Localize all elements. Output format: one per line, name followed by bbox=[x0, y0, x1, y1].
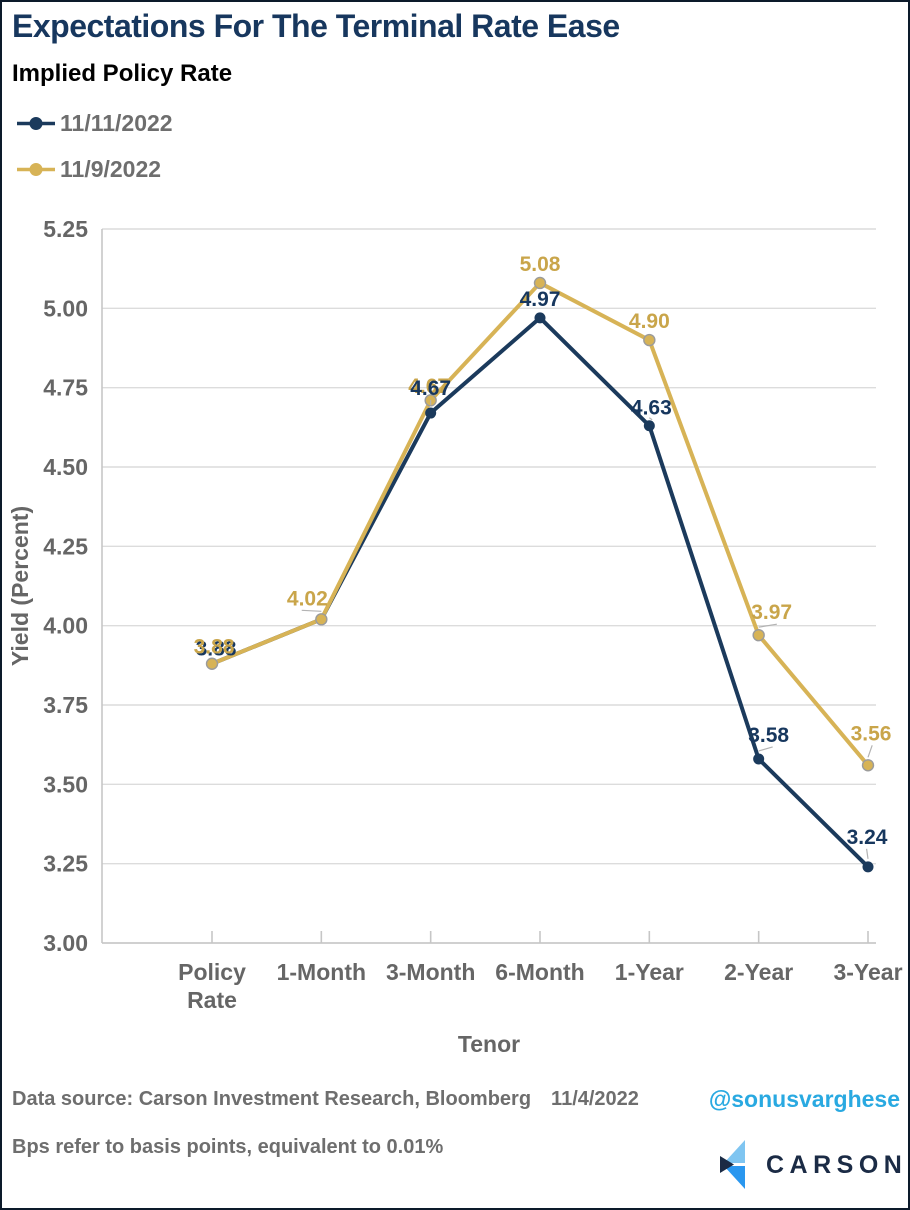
y-gridlines bbox=[102, 228, 876, 944]
data-label: 4.67 bbox=[410, 377, 451, 400]
series-line bbox=[210, 280, 870, 768]
x-tick-label: Rate bbox=[187, 987, 237, 1013]
x-tick-label: 3-Year bbox=[833, 959, 902, 985]
y-tick-label: 3.50 bbox=[43, 771, 88, 797]
data-label-shadow: 4.67 bbox=[408, 375, 449, 398]
series-labels-11/9/2022: 3.883.884.025.084.903.973.56 bbox=[194, 253, 892, 758]
x-tick-label: 2-Year bbox=[724, 959, 793, 985]
y-tick-label: 3.25 bbox=[43, 851, 88, 877]
data-point bbox=[643, 333, 656, 347]
data-source-text: Data source: Carson Investment Research,… bbox=[12, 1088, 639, 1111]
twitter-handle: @sonusvarghese bbox=[708, 1086, 900, 1112]
data-point bbox=[534, 312, 546, 324]
data-source-label: Data source: Carson Investment Research,… bbox=[12, 1088, 532, 1110]
data-point bbox=[533, 276, 547, 290]
label-leader-line bbox=[867, 745, 873, 758]
y-tick-label: 4.50 bbox=[43, 454, 88, 480]
footnote-text: Bps refer to basis points, equivalent to… bbox=[12, 1136, 444, 1158]
data-label: 4.97 bbox=[520, 288, 561, 311]
x-tick-label: 1-Year bbox=[615, 959, 684, 985]
data-label: 4.63 bbox=[631, 397, 672, 420]
data-point bbox=[643, 420, 655, 432]
chart-subtitle: Implied Policy Rate bbox=[12, 60, 233, 87]
x-axis-title: Tenor bbox=[458, 1031, 520, 1057]
data-point bbox=[205, 657, 219, 670]
x-tick-label: 6-Month bbox=[495, 959, 584, 985]
x-tick-label: 1-Month bbox=[277, 959, 366, 985]
label-leader-line bbox=[866, 848, 869, 859]
data-label: 3.88 bbox=[194, 636, 235, 659]
legend-label: 11/11/2022 bbox=[60, 110, 173, 136]
y-axis-title: Yield (Percent) bbox=[7, 506, 33, 666]
data-label: 4.02 bbox=[287, 587, 328, 610]
label-leader-line bbox=[648, 417, 653, 421]
page-title: Expectations For The Terminal Rate Ease bbox=[12, 8, 620, 44]
data-label: 3.97 bbox=[751, 601, 792, 624]
data-label: 3.58 bbox=[748, 724, 789, 747]
data-point bbox=[752, 628, 765, 642]
series-labels-11/11/2022: 4.674.674.974.633.583.24 bbox=[408, 288, 888, 859]
data-point bbox=[862, 861, 874, 873]
label-leader-line bbox=[301, 609, 322, 612]
y-tick-label: 5.00 bbox=[43, 295, 88, 321]
data-label: 4.90 bbox=[629, 310, 670, 333]
carson-logo-icon bbox=[720, 1140, 745, 1189]
data-source-date: 11/4/2022 bbox=[551, 1088, 639, 1110]
legend-marker-icon bbox=[17, 117, 55, 130]
data-label: 5.08 bbox=[520, 253, 561, 276]
y-tick-label: 4.75 bbox=[43, 375, 88, 401]
y-tick-label: 3.00 bbox=[43, 930, 88, 956]
legend-label: 11/9/2022 bbox=[60, 156, 162, 182]
data-label: 3.24 bbox=[847, 826, 888, 849]
legend-marker-icon bbox=[17, 163, 55, 176]
y-tick-label: 4.25 bbox=[43, 533, 88, 559]
data-label: 3.56 bbox=[851, 722, 892, 745]
series-points-11/9/2022 bbox=[205, 276, 875, 772]
data-point bbox=[753, 753, 765, 765]
legend-item: 11/9/2022 bbox=[16, 156, 173, 183]
data-point bbox=[425, 407, 437, 419]
data-point bbox=[861, 759, 875, 772]
label-leader-line bbox=[758, 623, 777, 628]
data-label-shadow: 3.88 bbox=[196, 638, 237, 661]
label-leader-line bbox=[758, 746, 773, 752]
legend: 11/11/2022 11/9/2022 bbox=[16, 110, 173, 183]
data-point bbox=[315, 613, 328, 626]
x-tick-label: 3-Month bbox=[386, 959, 475, 985]
carson-logo: CARSON bbox=[718, 1138, 907, 1193]
x-tick-label: Policy bbox=[178, 959, 246, 985]
carson-logo-text: CARSON bbox=[766, 1151, 908, 1179]
series-11/9/2022 bbox=[210, 280, 870, 768]
y-tick-label: 3.75 bbox=[43, 692, 88, 718]
y-tick-label: 5.25 bbox=[43, 216, 88, 242]
legend-item: 11/11/2022 bbox=[16, 110, 173, 137]
y-tick-label: 4.00 bbox=[43, 613, 88, 639]
